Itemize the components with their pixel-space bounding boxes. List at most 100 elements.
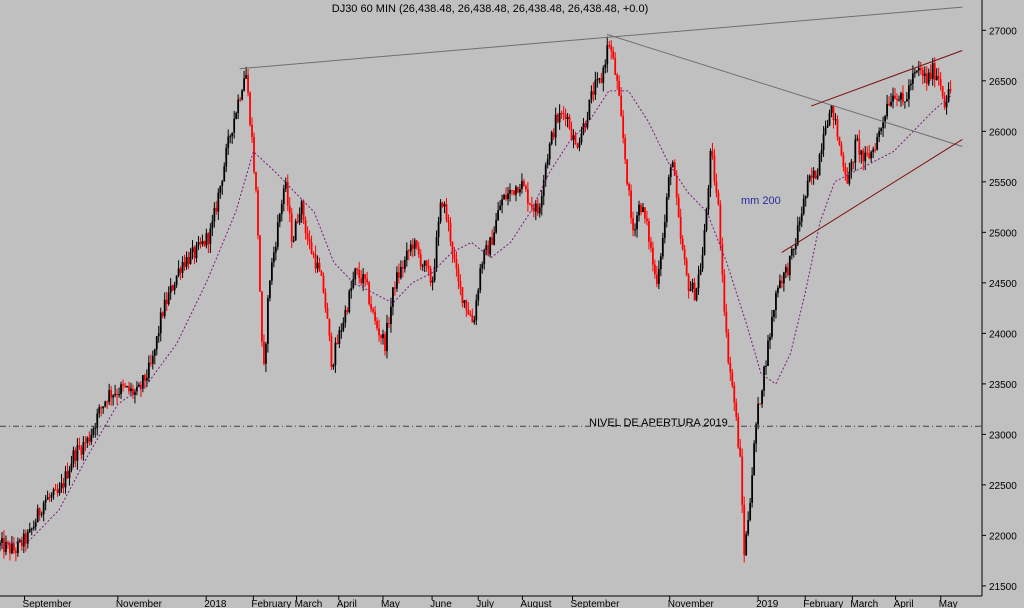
candle-body [312, 253, 315, 255]
x-tick-label: July [476, 599, 494, 608]
candle-body [503, 195, 505, 200]
candle-body [594, 80, 597, 95]
candle-body [566, 116, 569, 119]
x-axis-ticks: September November 2018 February March April M… [23, 596, 958, 608]
candle-body [1, 538, 3, 543]
candle-body [779, 280, 781, 288]
candle-body [499, 205, 501, 211]
candle-body [526, 189, 529, 204]
candle-body [812, 170, 815, 178]
candle-body [32, 526, 35, 529]
candle-body [58, 488, 61, 494]
candle-body [70, 463, 73, 471]
candle-body [923, 73, 926, 77]
candle-body [917, 67, 920, 71]
candle-body [729, 362, 732, 373]
candle-body [523, 181, 525, 187]
candle-body [225, 147, 228, 167]
level-label: NIVEL DE APERTURA 2019 [589, 417, 728, 429]
candle-body [427, 266, 430, 269]
candle-body [949, 89, 952, 91]
candle-body [141, 375, 144, 389]
candle-body [777, 287, 779, 293]
candle-body [796, 225, 799, 245]
candle-body [356, 268, 359, 270]
candle-body [82, 442, 85, 455]
candle-body [866, 152, 869, 154]
candle-body [108, 390, 111, 402]
candle-body [181, 262, 184, 273]
candle-body [701, 254, 704, 270]
candle-body [0, 542, 1, 546]
candle-body [493, 232, 496, 245]
candle-body [342, 322, 345, 331]
candle-body [453, 254, 456, 260]
candle-body [92, 428, 95, 435]
x-tick-label: February [251, 599, 291, 608]
candle-body [780, 280, 783, 284]
candle-body [334, 342, 337, 365]
candle-body [380, 335, 382, 339]
candle-body [134, 391, 136, 395]
candle-body [26, 531, 29, 544]
candle-body [421, 265, 424, 267]
candle-body [765, 365, 767, 367]
candle-body [542, 180, 545, 197]
candle-body [477, 290, 480, 301]
candle-body [933, 63, 936, 80]
candle-body [437, 221, 440, 238]
candle-body [217, 192, 220, 212]
candle-body [830, 105, 833, 113]
candle-body [757, 403, 759, 425]
candle-body [925, 73, 928, 84]
candle-body [394, 287, 396, 289]
candle-body [245, 75, 247, 79]
candle-body [425, 260, 428, 267]
candle-body [80, 447, 83, 455]
candle-body [773, 310, 775, 317]
candle-body [572, 135, 575, 140]
candle-body [868, 153, 871, 159]
candle-body [384, 334, 386, 352]
candle-body [157, 333, 160, 337]
candle-body [392, 287, 394, 307]
candle-body [798, 221, 801, 226]
candle-body [806, 180, 809, 196]
candle-body [112, 395, 115, 398]
candle-body [60, 483, 63, 489]
candle-body [370, 303, 373, 310]
candle-body [44, 499, 47, 503]
candle-body [104, 401, 107, 407]
x-tick-label: February [803, 599, 843, 608]
candle-body [648, 221, 650, 242]
candle-body [42, 502, 45, 515]
candle-body [14, 550, 17, 553]
candle-body [423, 260, 426, 266]
candle-body [257, 190, 259, 236]
candle-body [657, 269, 660, 284]
candle-body [767, 340, 769, 366]
candle-body [74, 450, 77, 461]
candle-body [628, 184, 630, 191]
candle-body [473, 320, 476, 323]
x-tick-label: March [295, 599, 323, 608]
candle-body [50, 494, 53, 498]
candle-body [86, 437, 89, 443]
candle-body [376, 320, 378, 329]
candle-body [711, 151, 714, 156]
candle-body [717, 192, 720, 205]
candle-body [671, 162, 674, 168]
candle-body [800, 213, 803, 222]
candle-body [755, 424, 757, 444]
candle-body [278, 214, 281, 223]
candle-body [630, 190, 632, 219]
candle-body [681, 238, 684, 250]
candle-body [536, 203, 539, 214]
candle-body [235, 112, 238, 119]
candle-body [878, 131, 881, 137]
candle-body [642, 207, 644, 213]
candle-body [388, 322, 390, 324]
candle-body [574, 135, 577, 145]
candles-layer [0, 36, 952, 563]
candle-body [187, 257, 190, 265]
